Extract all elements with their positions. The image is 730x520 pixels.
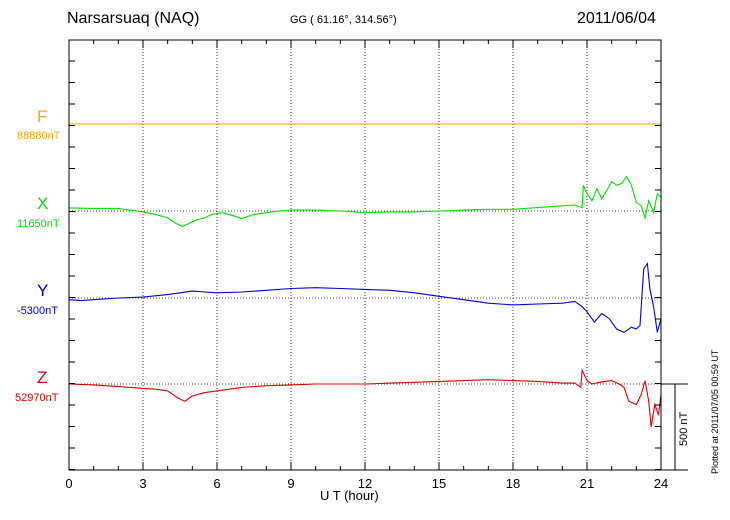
data-traces <box>68 123 662 428</box>
x-tick-label: 0 <box>65 476 72 491</box>
scale-bar <box>661 383 688 471</box>
axis-ticks: 0 3 6 9 12 15 18 21 24 <box>65 40 668 491</box>
x-tick-label: 18 <box>506 476 520 491</box>
x-tick-label: 24 <box>654 476 668 491</box>
component-label-y: Y <box>37 281 49 300</box>
plot-frame <box>68 39 662 471</box>
station-coordinates: GG ( 61.16°, 314.56°) <box>290 14 397 26</box>
x-tick-label: 6 <box>213 476 220 491</box>
x-tick-label: 15 <box>432 476 446 491</box>
component-label-z: Z <box>37 368 48 387</box>
baseline-value-x: 11650nT <box>17 218 60 230</box>
station-title: Narsarsuaq (NAQ) <box>67 10 200 27</box>
x-tick-label: 9 <box>287 476 294 491</box>
x-tick-label: 12 <box>358 476 372 491</box>
series-x-line <box>68 175 662 228</box>
component-label-f: F <box>37 107 48 126</box>
series-z-line <box>68 368 662 428</box>
series-y-line <box>68 262 662 334</box>
baseline-value-f: 88880nT <box>17 130 61 142</box>
scale-bar-label: 500 nT <box>678 411 690 446</box>
x-tick-label: 3 <box>139 476 146 491</box>
baseline-value-z: 52970nT <box>15 392 59 404</box>
grid-lines <box>142 40 588 470</box>
plotted-timestamp: Plotted at 2011/07/05 00:59 UT <box>710 349 720 474</box>
component-label-x: X <box>37 194 49 213</box>
chart-date: 2011/06/04 <box>577 10 656 27</box>
baseline-value-y: -5300nT <box>17 305 58 317</box>
x-tick-label: 21 <box>580 476 594 491</box>
x-axis-label: U T (hour) <box>320 488 379 503</box>
